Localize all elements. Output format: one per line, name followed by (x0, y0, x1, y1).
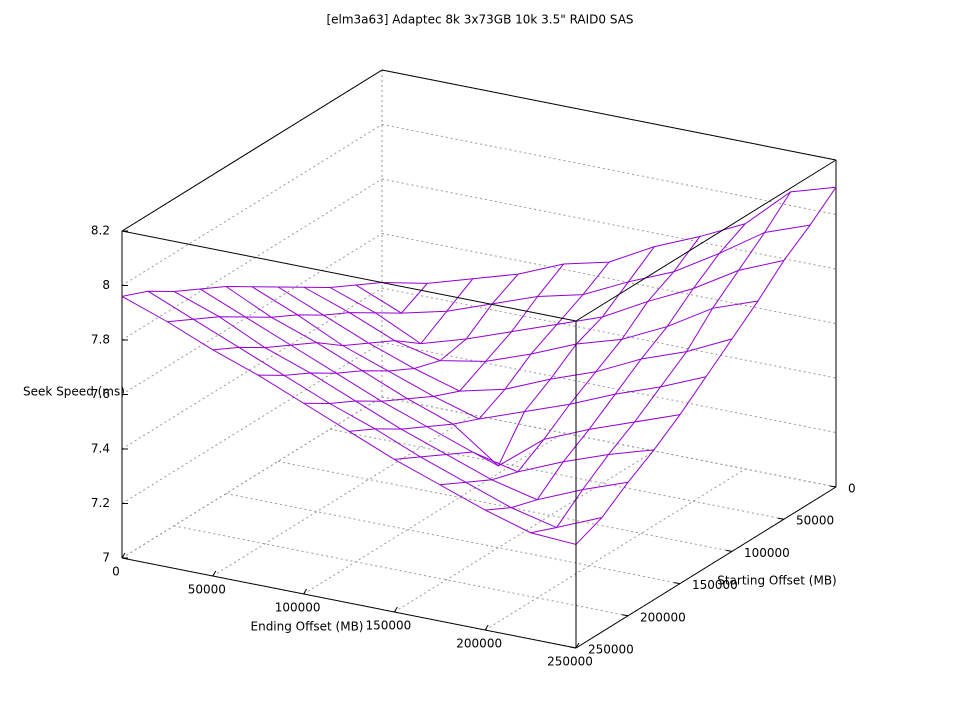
surface-column (485, 223, 746, 511)
z-tick-label: 7.4 (91, 442, 110, 456)
y-axis-title: Starting Offset (MB) (717, 574, 837, 588)
surface-row (121, 295, 577, 545)
surface-column (212, 278, 474, 351)
surface-column (258, 273, 519, 376)
x-tick-label: 0 (112, 565, 120, 579)
surface-column (121, 282, 383, 297)
axis-line (575, 486, 837, 649)
grid-line (277, 460, 733, 552)
surface-row (251, 286, 707, 420)
y-tick-label: 100000 (744, 546, 790, 560)
y-tick-label: 250000 (588, 643, 634, 657)
x-tick-label: 50000 (188, 583, 226, 597)
y-tick (829, 485, 837, 488)
grid-line (225, 493, 681, 585)
grid-line (173, 525, 629, 617)
axis-line (381, 69, 837, 161)
axis-line (121, 557, 577, 649)
z-tick-label: 7.2 (91, 496, 110, 510)
grid-line (121, 178, 383, 341)
surface-row (199, 288, 655, 473)
x-tick (393, 606, 398, 613)
x-axis-title: Ending Offset (MB) (251, 620, 364, 634)
y-tick (569, 646, 577, 649)
grid-line (329, 428, 785, 520)
y-tick-label: 0 (848, 482, 856, 496)
grid-line (303, 432, 564, 595)
z-tick-label: 8.2 (91, 224, 110, 238)
grid-line (381, 342, 837, 433)
x-tick-label: 200000 (456, 637, 502, 651)
grid-line (121, 124, 383, 286)
axis-line (575, 159, 837, 322)
y-tick-label: 150000 (692, 578, 738, 592)
surface-column (575, 186, 837, 545)
x-tick-label: 100000 (275, 601, 321, 615)
z-tick-label: 7.6 (91, 387, 110, 401)
x-tick (121, 552, 126, 559)
grid-line (381, 124, 837, 215)
grid-line (394, 450, 655, 613)
grid-line (381, 178, 837, 270)
y-tick-label: 50000 (796, 514, 834, 528)
surface-row (355, 224, 811, 314)
grid-line (121, 233, 383, 395)
z-axis-title: Seek Speed (ms) (23, 385, 125, 399)
y-tick (777, 517, 785, 520)
grid-line (121, 287, 383, 450)
grid-line (381, 396, 837, 488)
surface-column (303, 263, 564, 405)
grid-line (212, 414, 474, 577)
surface-column (530, 191, 792, 534)
grid-line (121, 342, 383, 504)
axis-line (121, 230, 577, 322)
x-tick (303, 588, 308, 595)
surface-column (394, 246, 655, 467)
chart-title: [elm3a63] Adaptec 8k 3x73GB 10k 3.5" RAI… (326, 13, 633, 27)
y-tick-label: 200000 (640, 610, 686, 624)
axis-line (121, 69, 383, 232)
grid-line (121, 396, 383, 559)
grid-line (484, 468, 746, 631)
surface-column (167, 283, 428, 323)
x-tick (484, 624, 489, 631)
grid-line (381, 233, 837, 324)
surface-column (348, 261, 610, 432)
grid-line (381, 287, 837, 379)
y-tick (673, 582, 681, 585)
surface-row (147, 290, 603, 529)
y-tick (621, 614, 629, 617)
z-tick-label: 7.8 (91, 333, 110, 347)
surface-column (439, 236, 701, 486)
y-tick (725, 549, 733, 552)
x-tick-label: 250000 (547, 655, 593, 669)
surface-row (173, 291, 629, 501)
z-tick-label: 7 (102, 551, 110, 565)
z-tick-label: 8 (102, 278, 110, 292)
x-tick-label: 150000 (365, 619, 411, 633)
x-tick (212, 570, 217, 577)
